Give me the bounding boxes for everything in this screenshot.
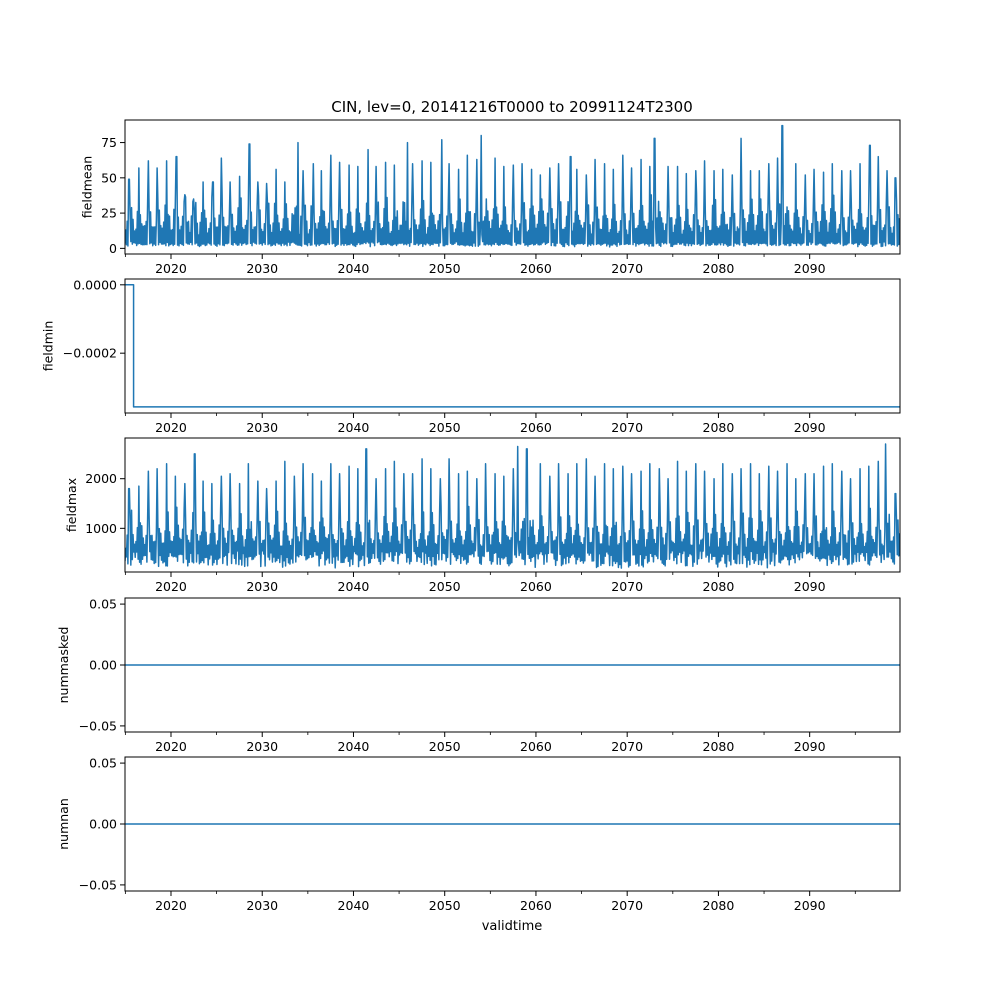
x-tick-label: 2030 [246,739,278,754]
x-tick-label: 2030 [246,261,278,276]
series-line-fieldmean [125,124,900,248]
x-tick-label: 2070 [611,261,643,276]
x-tick-label: 2020 [155,898,187,913]
y-axis-label-fieldmin: fieldmin [40,321,55,372]
axes-frame-fieldmean [124,119,901,255]
y-tick-label: 75 [101,135,117,150]
x-tick-label: 2050 [429,898,461,913]
y-axis-label-numnan: numnan [56,798,71,850]
x-tick-label: 2090 [794,579,826,594]
y-axis-label-fieldmax: fieldmax [64,478,79,532]
x-tick-label: 2030 [246,898,278,913]
subplot-fieldmin: 2020 2030 2040 2050 2060 2070 2080 2090 0.0000 −0… [40,277,901,435]
x-tick-label: 2080 [703,420,735,435]
subplot-nummasked: 2020 2030 2040 2050 2060 2070 2080 2090 0.05 0.00… [56,597,901,754]
x-tick-label: 2040 [338,579,370,594]
y-tick-label: 2000 [85,471,117,486]
x-tick-label: 2040 [338,898,370,913]
x-tick-label: 2090 [794,261,826,276]
x-tick-label: 2050 [429,261,461,276]
x-tick-label: 2060 [520,898,552,913]
figure-title: CIN, lev=0, 20141216T0000 to 20991124T23… [331,98,693,116]
x-tick-label: 2060 [520,261,552,276]
x-tick-label: 2040 [338,420,370,435]
y-tick-label: −0.05 [79,718,117,733]
x-tick-label: 2060 [520,420,552,435]
y-tick-label: 0.0000 [73,277,117,292]
y-tick-label: 0.00 [89,817,117,832]
x-tick-label: 2020 [155,739,187,754]
axes-frame-fieldmax [124,437,901,573]
subplot-stack: 2020 2030 2040 2050 2060 2070 2080 2090 0 25 50 75 f… [40,119,901,913]
y-tick-label: 50 [101,170,117,185]
x-tick-label: 2050 [429,579,461,594]
x-tick-label: 2020 [155,261,187,276]
subplot-numnan: 2020 2030 2040 2050 2060 2070 2080 2090 0.05 0.00… [56,756,901,913]
x-tick-label: 2060 [520,579,552,594]
x-tick-label: 2040 [338,739,370,754]
y-tick-label: −0.0002 [63,346,117,361]
subplot-fieldmean: 2020 2030 2040 2050 2060 2070 2080 2090 0 25 50 75 f… [79,119,901,276]
x-tick-label: 2070 [611,739,643,754]
series-line-fieldmax [125,443,900,569]
y-axis-label-nummasked: nummasked [56,627,71,704]
x-tick-label: 2090 [794,420,826,435]
x-tick-label: 2080 [703,579,735,594]
x-tick-label: 2050 [429,739,461,754]
x-tick-label: 2020 [155,420,187,435]
y-tick-label: 0.00 [89,658,117,673]
x-tick-label: 2030 [246,579,278,594]
x-axis-label: validtime [482,919,543,934]
y-tick-label: −0.05 [79,877,117,892]
x-tick-label: 2030 [246,420,278,435]
y-axis-label-fieldmean: fieldmean [79,156,94,218]
x-tick-label: 2070 [611,898,643,913]
x-tick-label: 2040 [338,261,370,276]
x-tick-label: 2080 [703,739,735,754]
y-tick-label: 0.05 [89,756,117,771]
x-tick-label: 2050 [429,420,461,435]
x-tick-label: 2070 [611,420,643,435]
x-tick-label: 2090 [794,739,826,754]
x-tick-label: 2070 [611,579,643,594]
x-tick-label: 2090 [794,898,826,913]
x-tick-label: 2020 [155,579,187,594]
y-tick-label: 25 [101,206,117,221]
subplot-fieldmax: 2020 2030 2040 2050 2060 2070 2080 2090 1000 2000… [64,437,901,594]
x-tick-label: 2060 [520,739,552,754]
x-tick-label: 2080 [703,261,735,276]
series-line-fieldmin [125,284,900,408]
axes-frame-fieldmin [124,278,901,414]
y-tick-label: 1000 [85,521,117,536]
y-tick-label: 0.05 [89,597,117,612]
x-tick-label: 2080 [703,898,735,913]
y-tick-label: 0 [109,241,117,256]
